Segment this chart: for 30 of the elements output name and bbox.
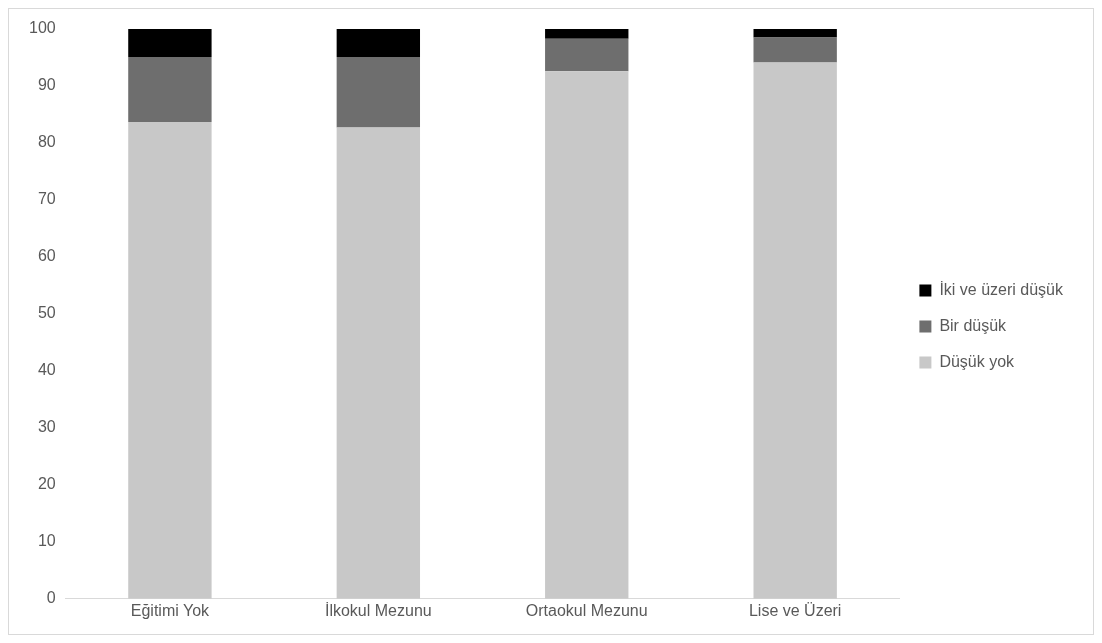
y-tick-label: 20 (37, 475, 56, 493)
bar (753, 37, 837, 63)
bar (753, 62, 837, 599)
y-tick-label: 30 (37, 418, 56, 436)
x-tick-label: Eğitimi Yok (130, 601, 211, 619)
bar (336, 127, 421, 599)
bar (753, 29, 837, 38)
y-tick-label: 80 (37, 133, 56, 151)
bar (545, 38, 629, 72)
bar (128, 56, 212, 122)
y-tick-label: 50 (37, 304, 56, 322)
y-tick-label: 70 (37, 190, 56, 208)
bar (545, 71, 629, 599)
legend-label: Düşük yok (939, 352, 1016, 370)
x-tick-label: İlkokul Mezunu (324, 600, 432, 619)
y-tick-label: 10 (37, 532, 56, 550)
y-tick-label: 100 (28, 19, 56, 37)
x-tick-label: Lise ve Üzeri (748, 601, 842, 619)
legend-label: İki ve üzeri düşük (939, 279, 1064, 298)
y-tick-label: 0 (46, 589, 56, 607)
x-tick-label: Ortaokul Mezunu (525, 601, 648, 619)
y-tick-label: 40 (37, 361, 56, 379)
bar (545, 29, 629, 39)
y-tick-label: 90 (37, 76, 56, 94)
legend-label: Bir düşük (939, 316, 1008, 334)
bar (336, 56, 421, 128)
bar (128, 121, 212, 599)
bar (336, 29, 421, 57)
y-tick-label: 60 (37, 247, 56, 265)
bar (128, 29, 212, 57)
